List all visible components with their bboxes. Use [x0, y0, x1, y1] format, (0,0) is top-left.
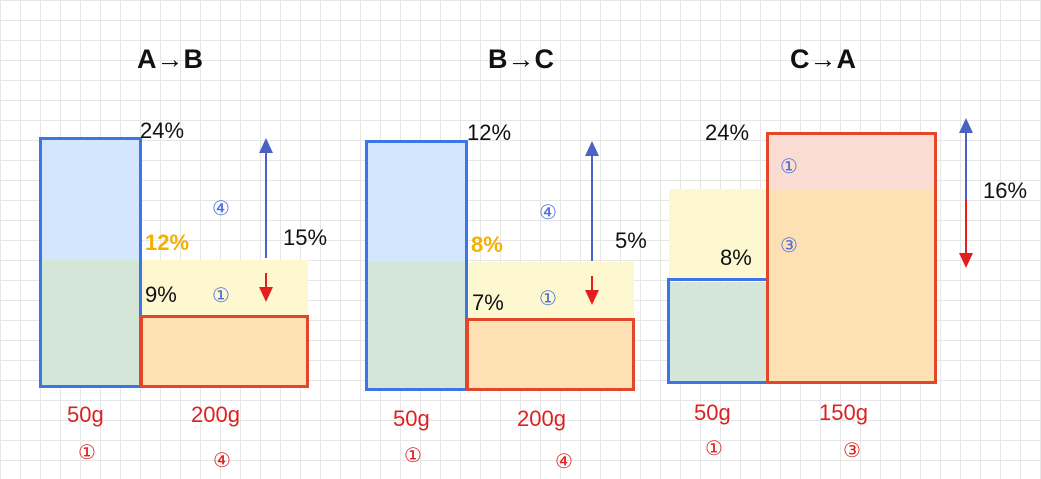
panel-title: A→B: [137, 44, 203, 74]
blue-region-upper: [366, 141, 466, 262]
left-id-marker: ①: [404, 445, 422, 467]
right-mass-label: 200g: [517, 406, 566, 431]
green-region: [366, 262, 466, 389]
lower-area-marker: ③: [780, 235, 798, 257]
bottom-percent-label: 7%: [472, 290, 504, 315]
green-region: [40, 260, 140, 386]
upper-area-marker: ④: [212, 198, 230, 220]
orange-region: [140, 316, 308, 386]
right-id-marker: ④: [213, 450, 231, 472]
difference-percent-label: 16%: [983, 178, 1028, 203]
solution-a-box: [39, 137, 142, 388]
left-mass-label: 50g: [67, 402, 104, 427]
mix-percent-label: 8%: [471, 232, 503, 257]
double-arrow-icon: [259, 138, 273, 302]
top-percent-label: 12%: [467, 120, 512, 145]
right-mass-label: 200g: [191, 402, 240, 427]
lower-area-marker: ①: [539, 288, 557, 310]
left-mass-label: 50g: [694, 400, 731, 425]
right-id-marker: ④: [555, 451, 573, 473]
solution-c-box: [667, 278, 769, 384]
top-percent-label: 24%: [140, 118, 185, 143]
upper-area-marker: ①: [780, 156, 798, 178]
yellow-region: [669, 189, 768, 279]
orange-region: [768, 189, 936, 382]
top-percent-label: 24%: [705, 120, 750, 145]
panel-title: C→A: [790, 44, 856, 74]
mix-percent-label: 12%: [145, 230, 190, 255]
right-id-marker: ③: [843, 440, 861, 462]
pink-region: [768, 134, 936, 189]
blue-region-upper: [40, 138, 140, 260]
left-id-marker: ①: [705, 438, 723, 460]
solution-a-box: [766, 132, 937, 384]
orange-region: [466, 319, 634, 389]
solution-b-box: [365, 140, 468, 391]
left-mass-label: 50g: [393, 406, 430, 431]
double-arrow-icon: [959, 118, 973, 268]
upper-area-marker: ④: [539, 202, 557, 224]
solution-b-box: [140, 315, 309, 388]
panel-title: B→C: [488, 44, 554, 74]
solution-c-box: [466, 318, 635, 391]
yellow-region: [140, 260, 308, 316]
bottom-percent-label: 9%: [145, 282, 177, 307]
difference-percent-label: 15%: [283, 225, 328, 250]
green-region: [669, 282, 768, 382]
mix-percent-label: 8%: [720, 245, 752, 270]
yellow-region: [466, 262, 634, 319]
left-id-marker: ①: [78, 442, 96, 464]
lower-area-marker: ①: [212, 285, 230, 307]
difference-percent-label: 5%: [615, 228, 647, 253]
right-mass-label: 150g: [819, 400, 868, 425]
double-arrow-icon: [585, 141, 599, 305]
